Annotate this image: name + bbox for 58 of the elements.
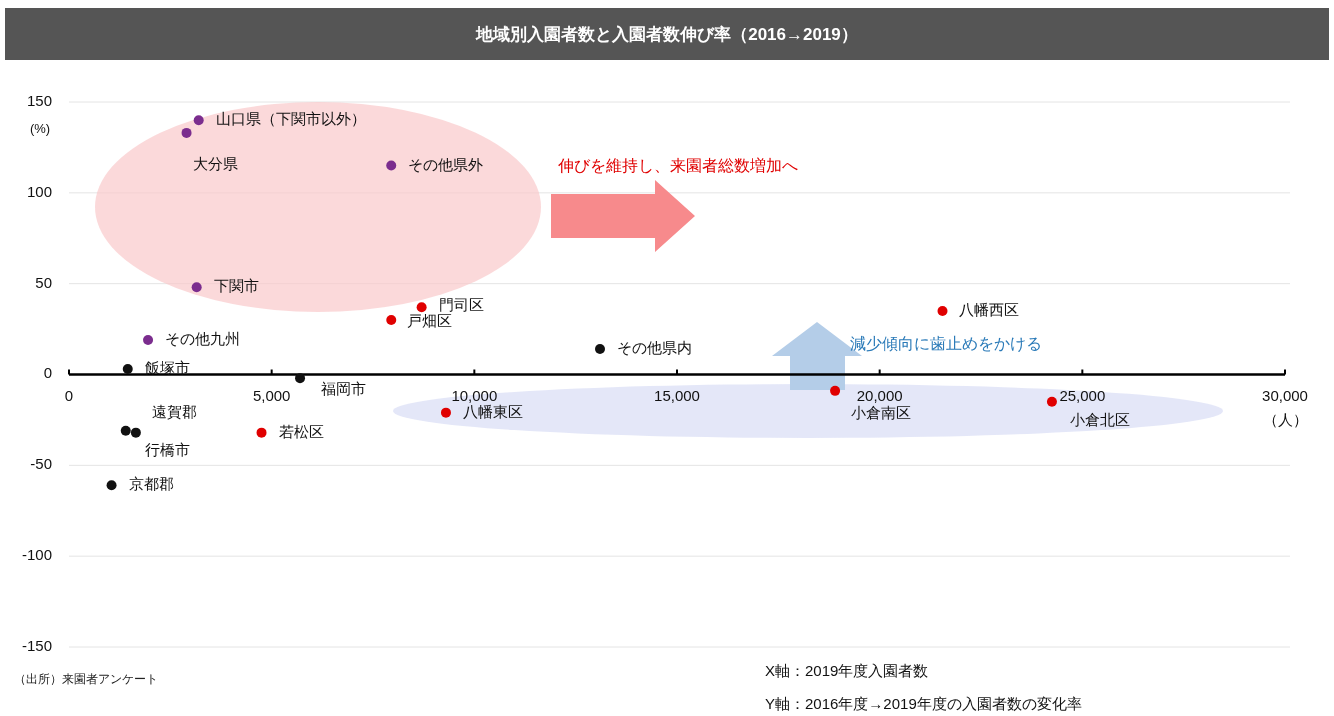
x-tick-label: 0	[64, 387, 74, 405]
y-tick-label: 100	[26, 182, 52, 200]
annotation: 戸畑区	[407, 311, 453, 329]
annotation: 山口県（下関市以外）	[215, 110, 366, 128]
annotation: 小倉北区	[1069, 410, 1130, 428]
annotation: 伸びを維持し、来園者総数増加へ	[557, 157, 798, 175]
annotation: 八幡西区	[959, 300, 1020, 318]
annotation: 小倉南区	[851, 403, 912, 421]
point	[386, 315, 397, 325]
point	[181, 127, 192, 138]
y-tick-label: -100	[21, 546, 52, 564]
annotation: 減少傾向に歯止めをかける	[850, 335, 1042, 353]
annotation: その他県外	[408, 155, 484, 173]
text: Y軸：2016年度→2019年度の入園者数の変化率	[765, 694, 1082, 712]
annotation: その他県内	[616, 339, 692, 357]
annotation: 若松区	[278, 422, 324, 440]
point	[130, 427, 141, 438]
y-tick-label: 50	[35, 273, 52, 291]
annotation: 行橋市	[144, 440, 190, 458]
point	[106, 480, 117, 491]
point	[191, 282, 202, 293]
annotation: 福岡市	[321, 380, 367, 398]
x-tick-label: 20,000	[856, 387, 903, 405]
point	[295, 373, 306, 384]
point	[120, 425, 131, 436]
y-tick-label: 150	[26, 91, 52, 109]
point	[122, 364, 133, 375]
point	[830, 385, 841, 396]
annotation: 門司区	[438, 296, 484, 314]
x-tick-label: 25,000	[1059, 387, 1106, 405]
y-tick-label: -50	[30, 455, 52, 473]
x-tick-label: 15,000	[654, 387, 700, 405]
point	[440, 407, 451, 418]
y-axis-title: (%)	[29, 121, 51, 137]
y-tick-label: 0	[43, 364, 52, 382]
point	[386, 160, 397, 171]
annotation: 飯塚市	[144, 359, 190, 377]
annotation: 遠賀郡	[151, 402, 197, 420]
point	[193, 115, 204, 126]
point	[416, 302, 427, 313]
annotation: その他九州	[165, 329, 241, 347]
x-tick-label: 10,000	[451, 387, 498, 405]
x-tick-label: 5,000	[252, 387, 291, 405]
annotation: 八幡東区	[462, 402, 523, 420]
point	[937, 305, 948, 316]
chart-title: 地域別入園者数と入園者数伸び率（2016→2019）	[475, 25, 858, 45]
annotation: 下関市	[213, 277, 259, 295]
point	[594, 344, 605, 355]
y-tick-label: -150	[21, 636, 52, 654]
x-tick-label: 30,000	[1262, 387, 1308, 405]
text: X軸：2019年度入園者数	[765, 661, 929, 679]
point	[256, 427, 267, 438]
x-axis-title: （人）	[1262, 411, 1308, 429]
annotation: 京都郡	[128, 475, 174, 493]
annotation: 大分県	[192, 154, 238, 172]
text: （出所）来園者アンケート	[14, 672, 158, 687]
point	[1046, 396, 1057, 407]
point	[143, 334, 154, 345]
